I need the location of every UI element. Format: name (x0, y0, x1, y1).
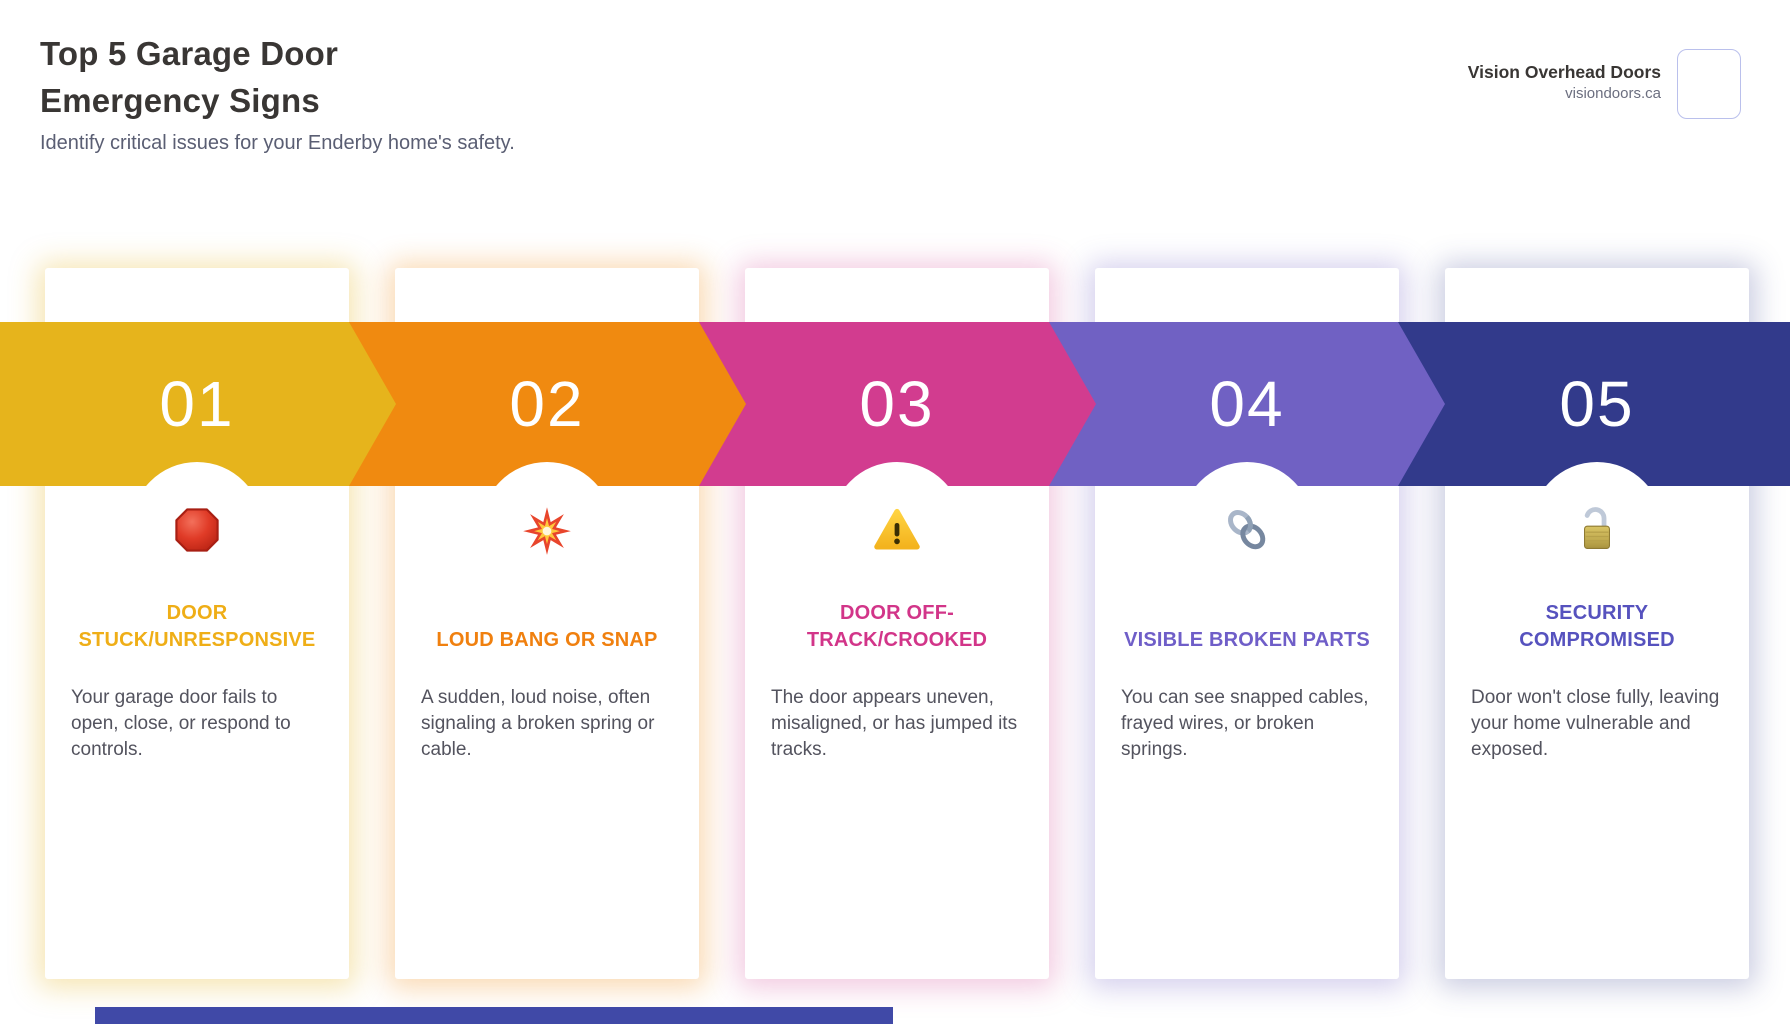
ribbon-segment-3 (699, 322, 1096, 486)
card-title: SECURITY COMPROMISED (1519, 602, 1675, 651)
step-number-2: 02 (509, 368, 585, 440)
chain-link-icon (1228, 510, 1266, 550)
ribbon-segment-5 (1398, 322, 1790, 486)
step-number-3: 03 (859, 368, 935, 440)
stop-sign-icon (175, 508, 219, 552)
card-title: LOUD BANG OR SNAP (436, 629, 658, 651)
page-subtitle: Identify critical issues for your Enderb… (40, 132, 515, 154)
brand-website: visiondoors.ca (1565, 85, 1661, 102)
ribbon-segment-1 (0, 322, 396, 486)
card-title: DOOR STUCK/UNRESPONSIVE (78, 602, 316, 651)
brand-logo-placeholder (1677, 49, 1741, 119)
card-description: Your garage door fails to open, close, o… (71, 687, 291, 760)
next-section-peek-bar (95, 1007, 893, 1024)
step-arrow-ribbon: 01 02 03 04 05 (0, 322, 1790, 486)
warning-triangle-icon (874, 508, 920, 550)
card-description: You can see snapped cables, frayed wires… (1121, 687, 1369, 760)
step-number-4: 04 (1209, 368, 1285, 440)
unlocked-padlock-icon (1584, 507, 1610, 549)
step-number-1: 01 (159, 368, 235, 440)
card-title: VISIBLE BROKEN PARTS (1124, 629, 1370, 651)
card-title: DOOR OFF- TRACK/CROOKED (806, 602, 988, 651)
brand-name: Vision Overhead Doors (1467, 62, 1661, 82)
brand-block: Vision Overhead Doors visiondoors.ca (1468, 49, 1741, 119)
brand-text: Vision Overhead Doors visiondoors.ca (1468, 61, 1661, 104)
page-title: Top 5 Garage Door Emergency Signs (40, 35, 338, 119)
step-number-5: 05 (1559, 368, 1635, 440)
card-description: The door appears uneven, misaligned, or … (771, 687, 1018, 760)
collision-burst-icon (523, 507, 571, 555)
card-description: A sudden, loud noise, often signaling a … (421, 687, 655, 760)
card-description: Door won't close fully, leaving your hom… (1471, 687, 1720, 760)
ribbon-segment-2 (349, 322, 746, 486)
ribbon-segment-4 (1049, 322, 1445, 486)
